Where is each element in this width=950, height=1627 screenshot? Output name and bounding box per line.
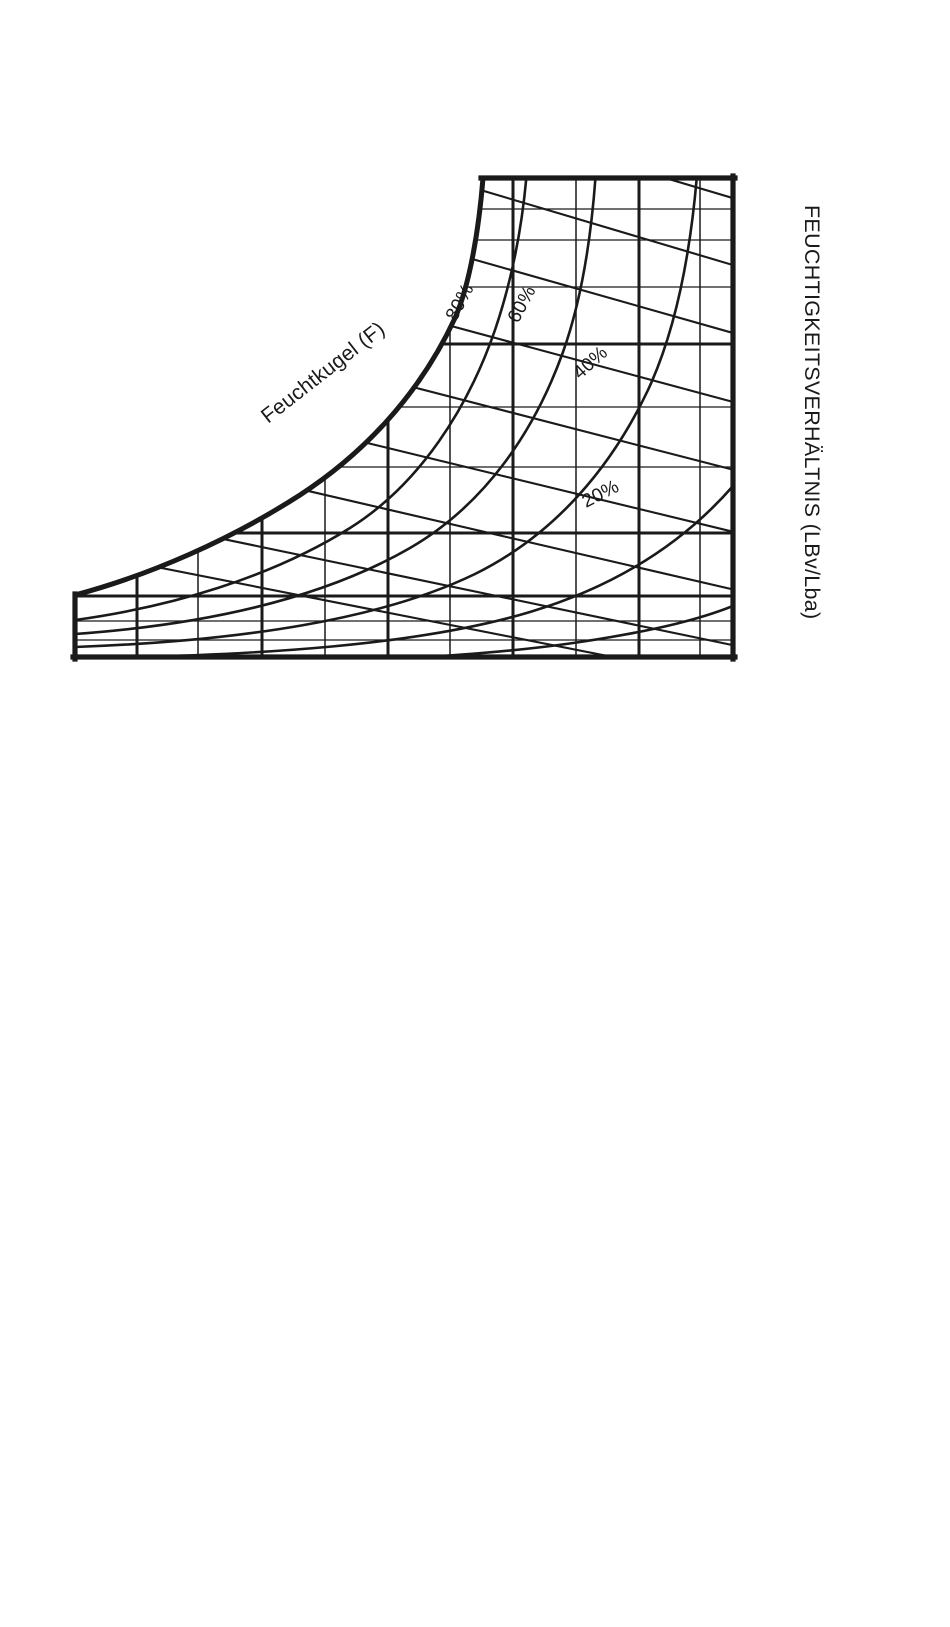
rh-curve-40 [75, 178, 699, 649]
rh-label-20: 20% [579, 476, 623, 512]
rh-curve-10 [75, 604, 733, 657]
y-axis-title: FEUCHTIGKEITSVERHÄLTNIS (LBv/Lba) [800, 205, 824, 620]
rh-curve-20 [75, 484, 733, 657]
grid-group [75, 70, 800, 657]
chart-frame [70, 173, 738, 662]
saturation-curve-label: Feuchtkugel (F) [257, 317, 389, 428]
dry-bulb-gridlines [135, 178, 701, 657]
wet-bulb-line [75, 546, 733, 657]
chart-annotations: Feuchtkugel (F) 80% 60% 40% 20% [257, 280, 623, 512]
relative-humidity-curves [75, 178, 733, 657]
humidity-ratio-gridlines [75, 208, 733, 641]
rh-curve-80 [75, 178, 529, 622]
rh-curve-60 [75, 178, 598, 636]
wet-bulb-line [469, 178, 733, 220]
rh-label-60: 60% [504, 282, 541, 326]
wet-bulb-line [75, 503, 733, 657]
wet-bulb-line [520, 70, 800, 152]
saturation-curve [72, 175, 486, 598]
wet-bulb-line [309, 286, 733, 422]
